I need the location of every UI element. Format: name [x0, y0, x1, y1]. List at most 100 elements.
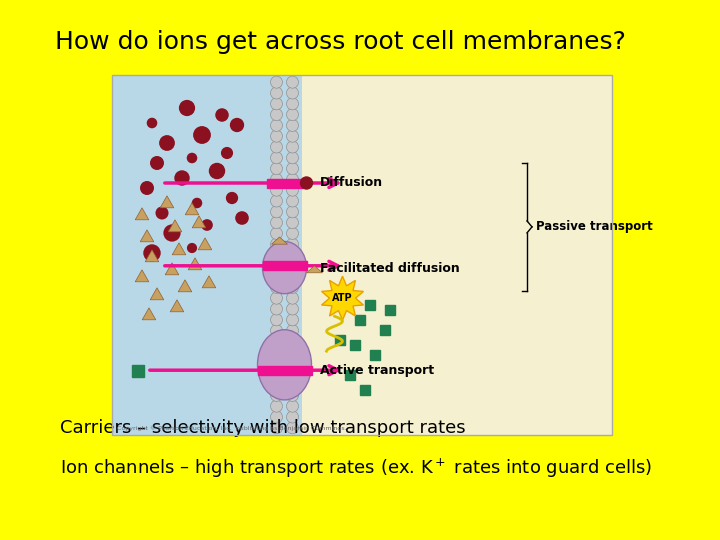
Circle shape: [140, 181, 154, 195]
Ellipse shape: [263, 241, 307, 294]
Text: Copyright © Pearson Education, Inc.  publishing as Benjamin Cummings.: Copyright © Pearson Education, Inc. publ…: [117, 426, 346, 431]
Polygon shape: [135, 270, 149, 282]
Polygon shape: [135, 208, 149, 220]
Polygon shape: [179, 280, 192, 292]
Circle shape: [287, 422, 299, 434]
Bar: [340, 290, 349, 300]
Circle shape: [287, 98, 299, 110]
Circle shape: [287, 368, 299, 380]
Text: Ion channels – high transport rates (ex. K$^+$ rates into guard cells): Ion channels – high transport rates (ex.…: [60, 456, 652, 480]
Circle shape: [271, 119, 282, 131]
Circle shape: [271, 249, 282, 261]
Bar: [349, 340, 359, 350]
Circle shape: [287, 184, 299, 196]
Circle shape: [163, 224, 181, 241]
Circle shape: [271, 98, 282, 110]
Circle shape: [271, 195, 282, 207]
Circle shape: [215, 108, 229, 122]
Circle shape: [287, 87, 299, 99]
Circle shape: [271, 141, 282, 153]
Circle shape: [271, 325, 282, 336]
Circle shape: [300, 177, 312, 189]
Circle shape: [271, 260, 282, 272]
Circle shape: [271, 238, 282, 250]
Polygon shape: [160, 196, 174, 208]
Circle shape: [209, 163, 225, 179]
Circle shape: [143, 244, 161, 262]
Circle shape: [271, 422, 282, 434]
Bar: [335, 335, 344, 345]
Circle shape: [271, 152, 282, 164]
Text: Active transport: Active transport: [320, 364, 433, 377]
Circle shape: [287, 152, 299, 164]
Circle shape: [159, 135, 175, 151]
Bar: [369, 350, 379, 360]
Circle shape: [230, 118, 244, 132]
Circle shape: [271, 357, 282, 369]
Circle shape: [287, 400, 299, 412]
Circle shape: [150, 156, 164, 170]
Circle shape: [235, 211, 249, 225]
Circle shape: [271, 87, 282, 99]
Circle shape: [271, 76, 282, 88]
Circle shape: [271, 109, 282, 120]
Circle shape: [271, 379, 282, 390]
Polygon shape: [168, 220, 181, 232]
Polygon shape: [140, 230, 154, 242]
Polygon shape: [271, 237, 287, 244]
Text: ATP: ATP: [332, 293, 353, 303]
Polygon shape: [142, 308, 156, 320]
Circle shape: [186, 153, 197, 163]
Circle shape: [287, 76, 299, 88]
Bar: [263, 261, 307, 271]
Circle shape: [271, 184, 282, 196]
Polygon shape: [307, 266, 323, 273]
Circle shape: [287, 271, 299, 282]
Circle shape: [287, 141, 299, 153]
Polygon shape: [145, 250, 159, 262]
Circle shape: [287, 227, 299, 239]
Circle shape: [287, 195, 299, 207]
Circle shape: [287, 335, 299, 347]
Circle shape: [271, 173, 282, 185]
Bar: [384, 305, 395, 315]
Circle shape: [287, 303, 299, 315]
Circle shape: [287, 130, 299, 142]
Circle shape: [287, 357, 299, 369]
Circle shape: [287, 379, 299, 390]
Polygon shape: [185, 203, 199, 215]
Circle shape: [287, 173, 299, 185]
Circle shape: [271, 227, 282, 239]
Polygon shape: [150, 288, 164, 300]
Circle shape: [287, 217, 299, 228]
Circle shape: [287, 260, 299, 272]
Circle shape: [271, 346, 282, 358]
Polygon shape: [192, 216, 206, 228]
Bar: [344, 370, 354, 380]
Bar: [112, 75, 302, 435]
Text: Diffusion: Diffusion: [320, 177, 382, 190]
Circle shape: [287, 249, 299, 261]
Polygon shape: [322, 276, 364, 320]
Circle shape: [221, 147, 233, 159]
Circle shape: [287, 411, 299, 423]
Circle shape: [287, 281, 299, 293]
Circle shape: [287, 292, 299, 304]
Circle shape: [287, 206, 299, 218]
Bar: [258, 366, 312, 375]
Circle shape: [156, 206, 168, 220]
Text: How do ions get across root cell membranes?: How do ions get across root cell membran…: [55, 30, 626, 54]
Circle shape: [271, 271, 282, 282]
Circle shape: [147, 118, 157, 129]
Circle shape: [271, 163, 282, 174]
Circle shape: [193, 126, 211, 144]
Polygon shape: [198, 238, 212, 250]
Circle shape: [179, 100, 195, 116]
Text: Carriers – selectivity with low transport rates: Carriers – selectivity with low transpor…: [60, 419, 466, 437]
Bar: [354, 315, 364, 325]
Polygon shape: [172, 243, 186, 255]
Bar: [112, 75, 612, 435]
Circle shape: [201, 219, 213, 231]
Circle shape: [192, 198, 202, 208]
Ellipse shape: [258, 330, 312, 400]
